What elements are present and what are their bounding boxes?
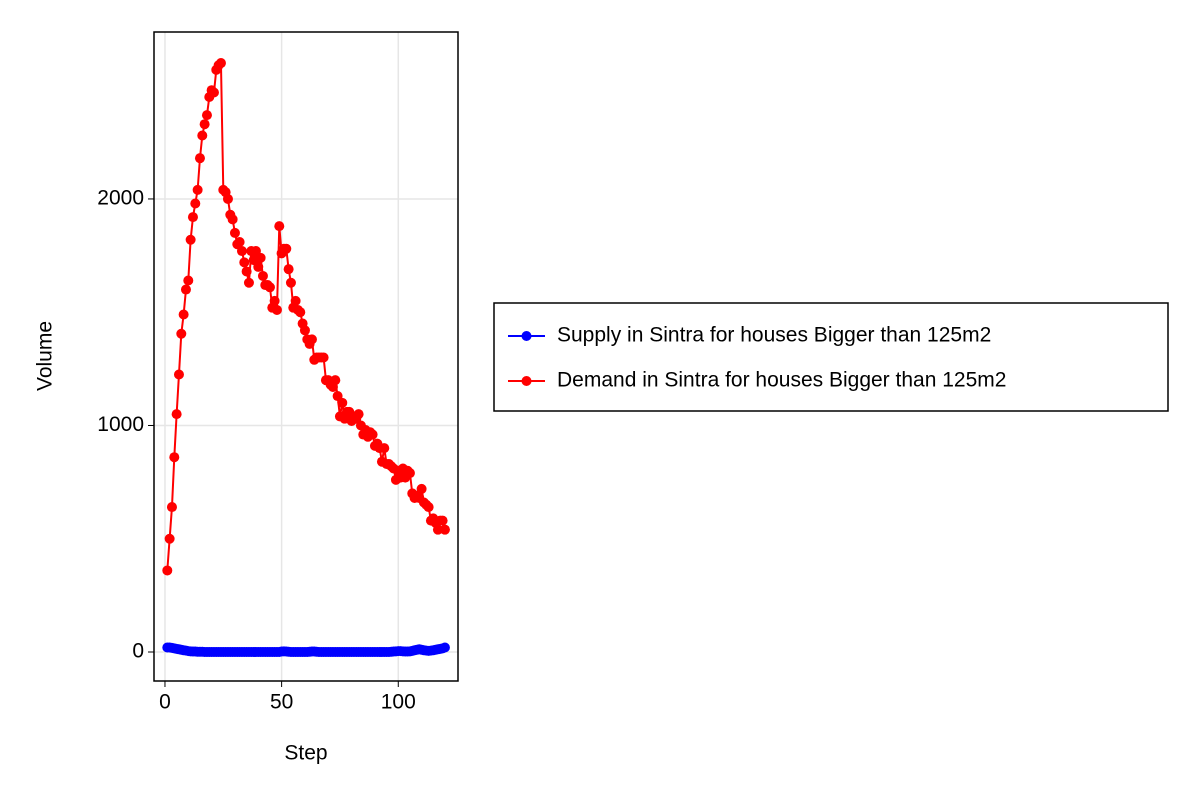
legend-label: Demand in Sintra for houses Bigger than … — [557, 369, 1006, 392]
data-point — [290, 295, 301, 306]
data-point — [243, 277, 254, 288]
data-point — [281, 243, 292, 254]
data-point — [437, 515, 448, 526]
data-point — [379, 443, 390, 454]
y-axis-label: Volume — [34, 321, 57, 391]
data-point — [295, 307, 306, 318]
x-tick-label: 100 — [381, 691, 416, 714]
data-point — [236, 246, 247, 257]
data-point — [423, 502, 434, 513]
data-point — [299, 325, 310, 336]
data-point — [274, 221, 285, 232]
legend-marker — [521, 331, 532, 341]
data-point — [227, 214, 238, 225]
series-line — [166, 60, 446, 571]
data-point — [404, 468, 415, 479]
data-point — [255, 252, 266, 263]
data-point — [208, 87, 219, 98]
data-point — [353, 409, 364, 420]
data-point — [229, 227, 240, 238]
legend-label: Supply in Sintra for houses Bigger than … — [557, 324, 991, 347]
data-point — [439, 524, 450, 535]
data-point — [269, 295, 280, 306]
plot-frame — [153, 31, 459, 682]
data-point — [215, 58, 226, 69]
data-point — [190, 198, 201, 209]
data-point — [162, 565, 173, 576]
data-point — [271, 304, 282, 315]
x-axis-label: Step — [284, 742, 327, 765]
data-point — [241, 266, 252, 277]
legend-marker — [521, 376, 532, 386]
legend-box — [493, 302, 1169, 412]
data-point — [337, 397, 348, 408]
data-point — [201, 110, 212, 121]
x-tick-label: 50 — [270, 691, 293, 714]
data-point — [166, 502, 177, 513]
data-point — [253, 261, 264, 272]
data-point — [432, 524, 443, 535]
data-point — [367, 429, 378, 440]
data-point — [234, 236, 245, 247]
data-point — [185, 234, 196, 245]
x-tick-label: 0 — [159, 691, 171, 714]
data-point — [187, 212, 198, 223]
data-point — [197, 130, 208, 141]
data-point — [283, 264, 294, 275]
data-point — [306, 334, 317, 345]
y-tick-label: 0 — [132, 640, 144, 663]
data-point — [183, 275, 194, 286]
data-point — [176, 328, 187, 339]
data-point — [264, 282, 275, 293]
data-point — [173, 369, 184, 380]
data-point — [416, 483, 427, 494]
y-tick-label: 2000 — [97, 186, 144, 209]
legend: Supply in Sintra for houses Bigger than … — [493, 302, 1169, 412]
data-point — [318, 352, 329, 363]
data-point — [180, 284, 191, 295]
data-point — [192, 184, 203, 195]
data-point — [178, 309, 189, 320]
data-point — [169, 452, 180, 463]
data-point — [164, 533, 175, 544]
data-point — [285, 277, 296, 288]
data-point — [439, 642, 450, 653]
y-tick-label: 1000 — [97, 413, 144, 436]
data-point — [257, 270, 268, 281]
data-point — [171, 409, 182, 420]
data-point — [330, 375, 341, 386]
data-point — [194, 153, 205, 164]
data-point — [199, 119, 210, 130]
data-point — [222, 193, 233, 204]
data-point — [239, 257, 250, 268]
